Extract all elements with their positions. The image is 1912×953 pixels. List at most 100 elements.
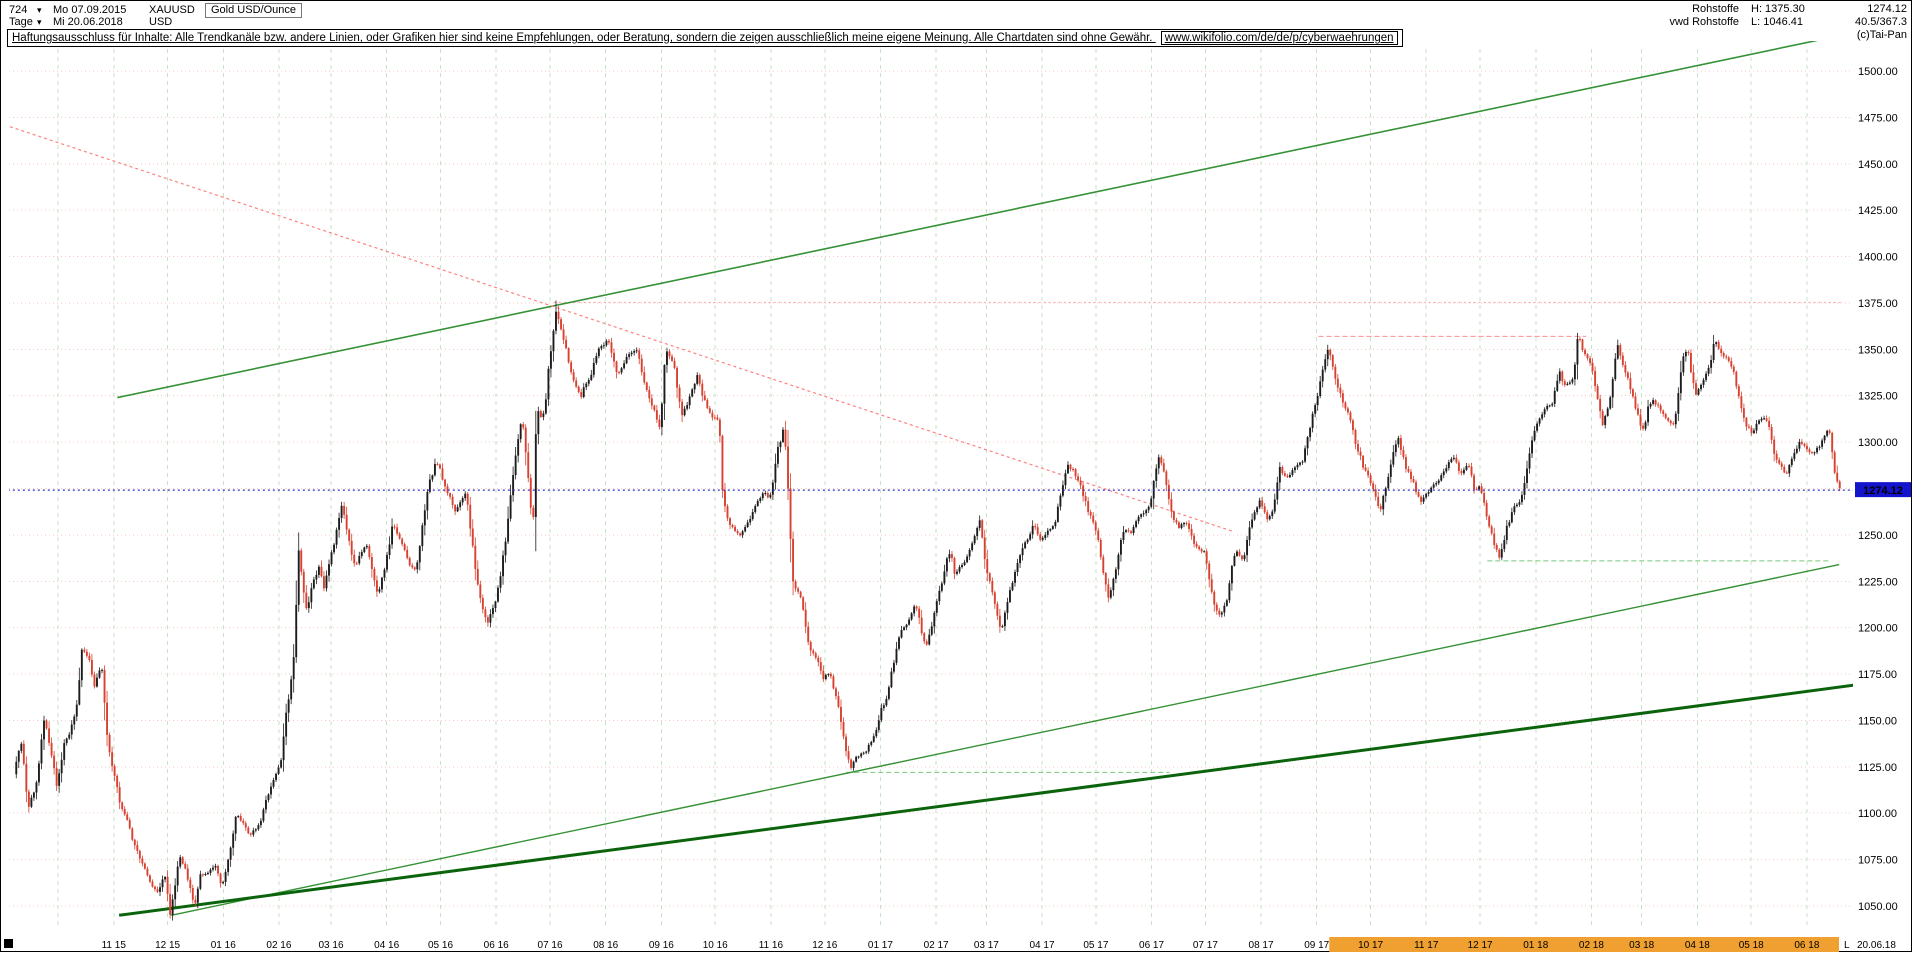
candle-body bbox=[1172, 511, 1175, 520]
candle-body bbox=[1039, 534, 1042, 540]
candle-body bbox=[1778, 459, 1781, 464]
chevron-down-icon[interactable]: ▾ bbox=[37, 17, 42, 27]
price-tick-label: 1300.00 bbox=[1858, 437, 1898, 449]
candle-body bbox=[1311, 413, 1314, 428]
candle-body bbox=[630, 352, 633, 355]
candle-body bbox=[1818, 446, 1821, 448]
candle-body bbox=[1644, 422, 1647, 429]
month-tick-label: 03 18 bbox=[1629, 940, 1654, 951]
candle-body bbox=[1251, 519, 1254, 528]
candle-body bbox=[1629, 378, 1632, 390]
candle-body bbox=[259, 820, 262, 826]
wikifolio-link[interactable]: www.wikifolio.com/de/de/p/cyberwaehrunge… bbox=[1160, 31, 1398, 45]
candle-body bbox=[1611, 379, 1614, 398]
candle-body bbox=[867, 744, 870, 752]
candle-body bbox=[421, 525, 424, 547]
period-high-value: H: 1375.30 bbox=[1751, 3, 1805, 15]
candle-body bbox=[63, 743, 66, 760]
candle-body bbox=[1483, 493, 1486, 503]
candle-body bbox=[532, 507, 535, 517]
candle-body bbox=[1742, 408, 1745, 418]
candle-body bbox=[620, 368, 623, 373]
candle-body bbox=[522, 424, 525, 428]
candle-body bbox=[317, 566, 320, 575]
candle-body bbox=[491, 608, 494, 615]
candle-body bbox=[746, 522, 749, 528]
candle-body bbox=[1140, 514, 1143, 517]
candle-body bbox=[1626, 372, 1629, 379]
candle-body bbox=[1808, 449, 1811, 453]
candle-body bbox=[164, 876, 167, 880]
period-field[interactable]: Tage bbox=[9, 16, 33, 28]
candle-body bbox=[161, 879, 164, 888]
candle-body bbox=[993, 592, 996, 604]
candle-body bbox=[280, 760, 283, 768]
candle-body bbox=[650, 398, 653, 406]
candle-body bbox=[174, 885, 177, 900]
candle-body bbox=[1162, 463, 1165, 472]
candle-body bbox=[1811, 452, 1813, 454]
chevron-down-icon[interactable]: ▾ bbox=[37, 5, 42, 15]
month-tick-label: 03 16 bbox=[318, 940, 343, 951]
candle-body bbox=[30, 797, 33, 807]
candle-body bbox=[875, 729, 878, 737]
candle-body bbox=[295, 604, 298, 658]
candle-body bbox=[1082, 485, 1085, 497]
candle-body bbox=[1480, 486, 1483, 494]
candle-body bbox=[1165, 471, 1168, 485]
bars-count-field[interactable]: 724 bbox=[9, 4, 28, 16]
candle-body bbox=[840, 706, 842, 722]
candle-body bbox=[923, 633, 926, 642]
candle-body bbox=[433, 464, 436, 476]
candle-body bbox=[285, 712, 288, 737]
candle-body bbox=[618, 372, 620, 374]
candle-body bbox=[1478, 486, 1481, 490]
ratio-value: 40.5/367.3 bbox=[1855, 16, 1907, 28]
candle-body bbox=[499, 576, 502, 588]
candle-body bbox=[1238, 551, 1241, 556]
candle-body bbox=[1049, 529, 1052, 531]
candle-body bbox=[1783, 466, 1786, 473]
candle-body bbox=[1457, 462, 1460, 472]
candle-body bbox=[1684, 351, 1687, 357]
candle-body bbox=[1604, 416, 1607, 425]
candle-body bbox=[1475, 489, 1478, 491]
candle-body bbox=[514, 455, 517, 476]
start-date-field[interactable]: Mo 07.09.2015 bbox=[53, 4, 127, 16]
candle-body bbox=[287, 699, 290, 713]
candle-body bbox=[870, 741, 873, 745]
candle-body bbox=[1490, 526, 1493, 534]
candle-body bbox=[716, 417, 719, 420]
candle-body bbox=[1417, 492, 1420, 497]
candle-body bbox=[126, 814, 129, 820]
candle-body bbox=[658, 419, 661, 428]
candle-body bbox=[80, 649, 83, 681]
end-date-field[interactable]: Mi 20.06.2018 bbox=[53, 16, 123, 28]
candle-body bbox=[731, 524, 734, 527]
candle-body bbox=[671, 356, 673, 361]
candle-body bbox=[315, 574, 318, 580]
candle-body bbox=[1717, 342, 1720, 349]
candle-body bbox=[913, 606, 916, 614]
green-channel-upper bbox=[117, 41, 1819, 399]
candle-body bbox=[1218, 610, 1221, 615]
candle-body bbox=[1029, 534, 1032, 540]
price-axis: 1050.00 1075.00 1100.00 1125.00 1150.00 1175.… bbox=[1855, 66, 1911, 913]
candle-body bbox=[1397, 438, 1400, 445]
candle-body bbox=[282, 736, 285, 761]
candle-body bbox=[249, 833, 252, 835]
candle-body bbox=[454, 504, 457, 512]
candle-body bbox=[1117, 554, 1120, 570]
candle-body bbox=[769, 494, 772, 498]
candle-body bbox=[60, 759, 63, 774]
candle-body bbox=[1246, 539, 1248, 556]
candle-body bbox=[1689, 352, 1692, 373]
disclaimer-box: Haftungsausschluss für Inhalte: Alle Tre… bbox=[7, 29, 1403, 47]
candle-body bbox=[812, 650, 815, 654]
candle-body bbox=[1526, 468, 1528, 484]
candle-body bbox=[229, 847, 232, 860]
candle-body bbox=[1614, 358, 1617, 380]
candle-body bbox=[1838, 481, 1841, 489]
month-tick-label: 08 17 bbox=[1249, 940, 1274, 951]
